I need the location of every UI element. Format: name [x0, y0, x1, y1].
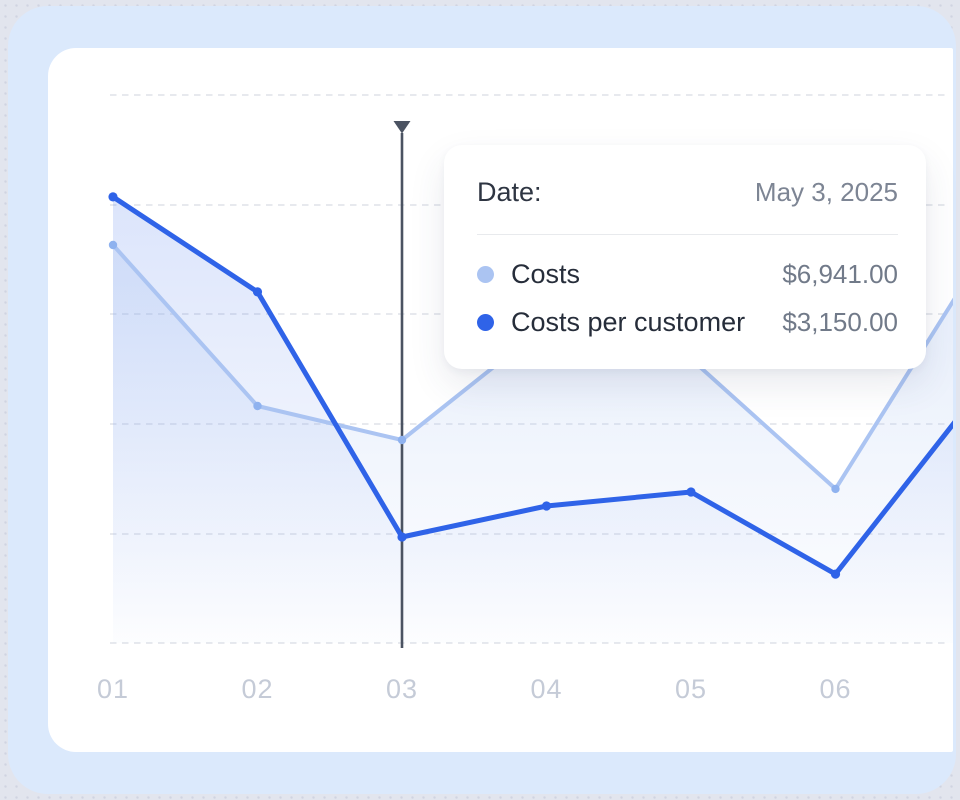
tooltip-row-value: $3,150.00 [782, 307, 898, 337]
chart-canvas[interactable] [48, 48, 953, 752]
chart-tooltip: Date: May 3, 2025 Costs $6,941.00 Costs … [444, 145, 926, 369]
tooltip-row-label: Costs per customer [511, 307, 746, 337]
costs-area [113, 245, 953, 643]
tooltip-row-label: Costs [511, 259, 581, 289]
hover-marker [393, 121, 411, 648]
tooltip-date-label: Date: [477, 177, 542, 207]
tooltip-row-costs-per-customer: Costs per customer $3,150.00 [477, 307, 898, 338]
tooltip-divider [477, 234, 898, 235]
costs-per-customer-series-dot-icon [477, 314, 494, 331]
tooltip-row-value: $6,941.00 [782, 259, 898, 289]
costs-series-dot-icon [477, 266, 494, 283]
tooltip-header: Date: May 3, 2025 [477, 173, 898, 208]
tooltip-date-value: May 3, 2025 [754, 177, 898, 207]
tooltip-row-costs: Costs $6,941.00 [477, 259, 898, 290]
